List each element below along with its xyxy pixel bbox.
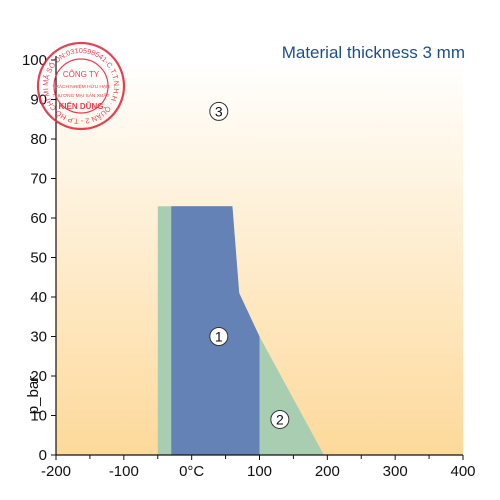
x-tick-label: -100 [109, 463, 139, 480]
x-tick-label: 0°C [179, 463, 204, 480]
y-tick-label: 40 [30, 289, 47, 306]
x-tick-label: 200 [315, 463, 340, 480]
zone-labels: 2 1 3 [209, 101, 290, 429]
stamp-line-2: TRÁCH NHIỆM HỮU HẠN [52, 82, 110, 90]
y-tick-label: 50 [30, 250, 47, 267]
y-tick-label: 30 [30, 329, 47, 346]
zone-label-3: 3 [209, 101, 229, 121]
stamp-outer-ring [36, 41, 126, 131]
stamp-inner-ring [53, 58, 109, 114]
zone-label-circle [270, 409, 290, 429]
x-tick-label: -200 [41, 463, 71, 480]
stamp-line-1: CÔNG TY [63, 70, 100, 79]
x-tick-label: 100 [247, 463, 272, 480]
zone-label-circle [209, 327, 229, 346]
axes-layer: -200 -100 0°C 100 200 300 400 0 10 20 30 40 50 60 70 80… [22, 52, 476, 480]
x-tick-label: 300 [383, 463, 408, 480]
y-tick-label: 80 [30, 131, 47, 148]
zone-label-2: 2 [270, 409, 290, 429]
stamp-line-4: KIẾN DŨNG [59, 101, 104, 111]
zone-label-circle [209, 101, 229, 121]
zone-label-1: 1 [209, 327, 229, 346]
y-tick-label: 0 [39, 447, 47, 464]
stamp-line-3: THƯƠNG MẠI SẢN XUẤT [53, 92, 110, 99]
zone-label-text: 2 [276, 411, 284, 427]
y-axis-label: p_bar [25, 376, 42, 414]
y-tick-label: 70 [30, 171, 47, 188]
chart-title: Material thickness 3 mm [282, 43, 465, 62]
zone-label-text: 1 [215, 329, 223, 345]
x-tick-label: 400 [450, 463, 475, 480]
y-tick-label: 20 [30, 368, 47, 385]
y-tick-label: 100 [22, 52, 47, 69]
y-tick-label: 60 [30, 210, 47, 227]
y-tick-label: 10 [30, 408, 47, 425]
zone-label-text: 3 [215, 103, 223, 119]
